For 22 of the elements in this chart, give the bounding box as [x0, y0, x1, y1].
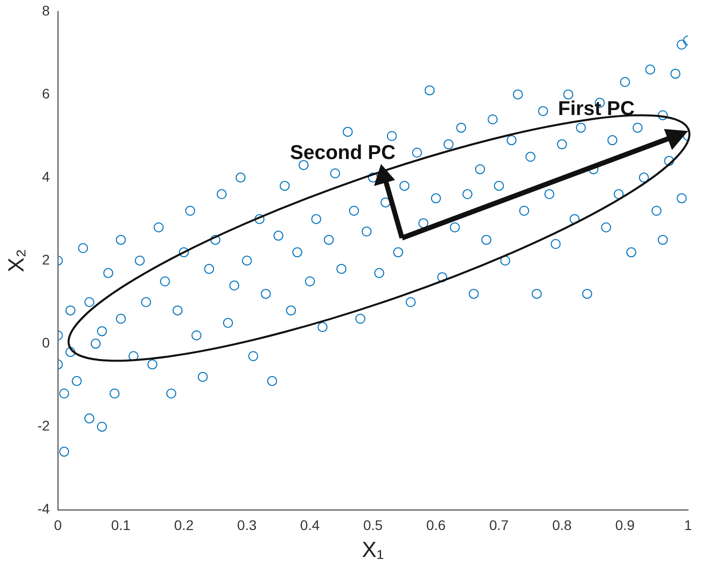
- annotation: Second PC: [290, 142, 396, 165]
- y-axis-title: X₂: [3, 248, 28, 272]
- x-tick-label: 0.4: [300, 517, 320, 534]
- x-tick-label: 0.9: [615, 517, 635, 534]
- y-tick-label: 2: [42, 251, 50, 268]
- y-tick-label: 8: [42, 2, 50, 18]
- x-tick-label: 0.5: [363, 517, 383, 534]
- x-tick-label: 1: [684, 517, 692, 534]
- x-tick-label: 0.3: [237, 517, 257, 534]
- x-tick-label: 0.8: [552, 517, 572, 534]
- y-tick-label: 4: [42, 168, 50, 184]
- x-axis-title: X₁: [362, 536, 384, 562]
- x-tick-label: 0.7: [489, 517, 509, 534]
- y-tick-label: -2: [37, 418, 50, 434]
- x-tick-label: 0.6: [426, 517, 446, 534]
- y-tick-label: -4: [37, 500, 50, 517]
- annotation: First PC: [558, 98, 635, 121]
- x-tick-label: 0.2: [174, 517, 194, 534]
- x-tick-label: 0: [54, 517, 62, 534]
- y-tick-label: 0: [42, 334, 50, 351]
- y-tick-label: 6: [42, 85, 50, 102]
- x-tick-label: 0.1: [111, 517, 131, 534]
